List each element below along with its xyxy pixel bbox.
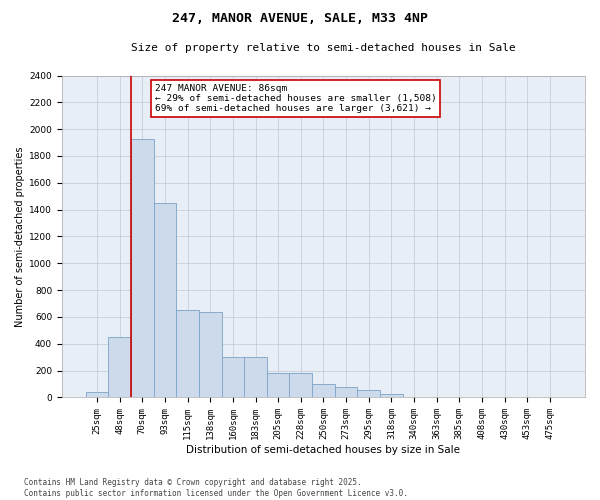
Bar	[267, 372, 289, 398]
Bar	[131, 138, 154, 398]
Bar	[109, 337, 131, 398]
Bar	[176, 310, 199, 398]
Bar	[403, 397, 425, 398]
X-axis label: Distribution of semi-detached houses by size in Sale: Distribution of semi-detached houses by …	[187, 445, 460, 455]
Bar	[380, 394, 403, 398]
Text: Contains HM Land Registry data © Crown copyright and database right 2025.
Contai: Contains HM Land Registry data © Crown c…	[24, 478, 408, 498]
Text: 247 MANOR AVENUE: 86sqm
← 29% of semi-detached houses are smaller (1,508)
69% of: 247 MANOR AVENUE: 86sqm ← 29% of semi-de…	[155, 84, 436, 114]
Bar	[154, 203, 176, 398]
Bar	[86, 392, 109, 398]
Title: Size of property relative to semi-detached houses in Sale: Size of property relative to semi-detach…	[131, 42, 516, 52]
Bar	[358, 390, 380, 398]
Bar	[335, 388, 358, 398]
Text: 247, MANOR AVENUE, SALE, M33 4NP: 247, MANOR AVENUE, SALE, M33 4NP	[172, 12, 428, 26]
Bar	[312, 384, 335, 398]
Bar	[244, 357, 267, 398]
Y-axis label: Number of semi-detached properties: Number of semi-detached properties	[15, 146, 25, 326]
Bar	[289, 372, 312, 398]
Bar	[199, 312, 221, 398]
Bar	[221, 356, 244, 398]
